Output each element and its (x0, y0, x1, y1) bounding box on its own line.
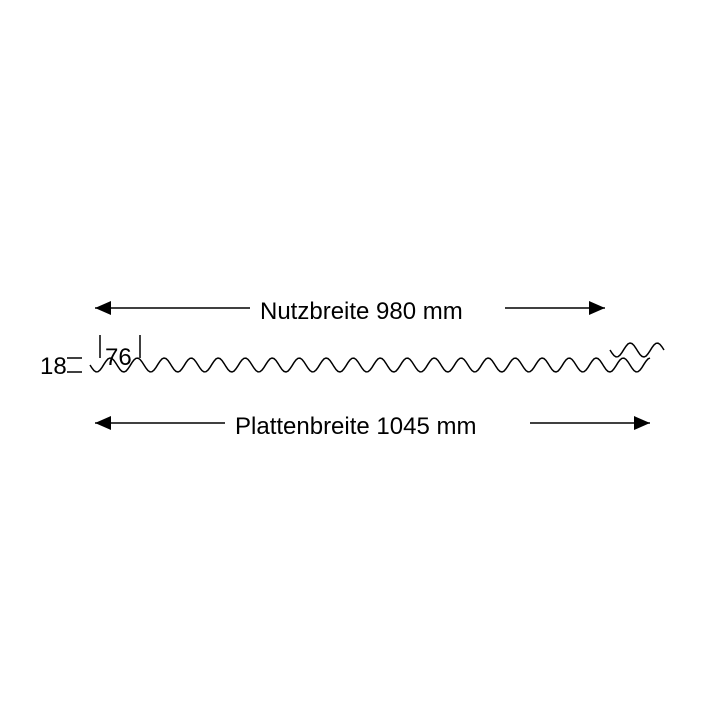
diagram-canvas: 18 76 Nutzbreite 980 mm Plattenbreite 10… (0, 0, 725, 725)
drawing-svg (0, 0, 725, 725)
